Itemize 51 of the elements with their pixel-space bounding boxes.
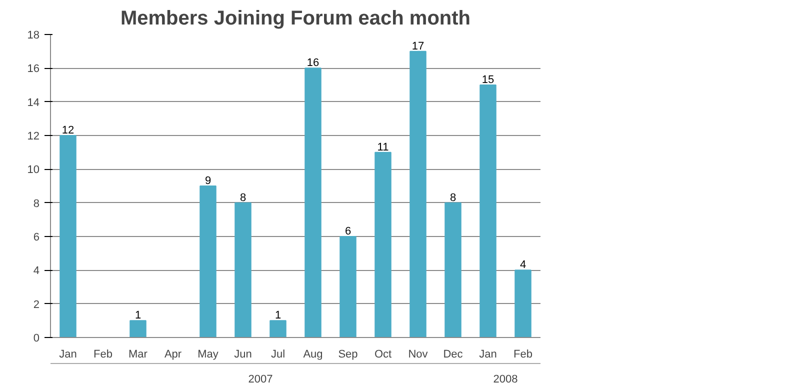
- y-tick-label: 8: [33, 198, 40, 210]
- bar: [130, 320, 146, 338]
- data-label: 9: [204, 175, 212, 187]
- x-tick-label: Feb: [94, 348, 112, 360]
- y-tick-label: 0: [33, 332, 40, 344]
- text: 2007: [248, 374, 273, 386]
- x-tick-label: Jan: [479, 348, 497, 360]
- bar: [480, 84, 496, 338]
- x-tick-label: Jun: [234, 348, 252, 360]
- x-tick-label: Dec: [443, 348, 464, 360]
- bar: [410, 50, 426, 338]
- data-label: 8: [450, 192, 456, 204]
- x-tick-label: Aug: [303, 348, 323, 360]
- bar: [444, 202, 462, 338]
- bar: [234, 202, 252, 338]
- y-tick-label: 18: [27, 30, 40, 42]
- data-label: 1: [134, 310, 142, 322]
- y-tick-label: 4: [33, 265, 40, 278]
- x-tick-label: Oct: [374, 348, 392, 360]
- data-label: 6: [344, 226, 352, 238]
- y-tick-label: 6: [33, 232, 40, 244]
- y-tick-label: 2: [33, 298, 40, 311]
- y-tick-label: 16: [27, 63, 40, 76]
- x-tick-label: Mar: [128, 348, 148, 360]
- data-label: 15: [482, 74, 494, 86]
- bar: [340, 236, 356, 338]
- x-tick-label: Jan: [59, 348, 77, 360]
- x-tick-label: Jul: [270, 348, 286, 360]
- data-label: 8: [240, 192, 246, 204]
- bar: [200, 186, 216, 338]
- data-label: 11: [377, 141, 389, 154]
- data-label: 1: [274, 310, 282, 322]
- y-tick-label: 10: [27, 164, 40, 176]
- data-label: 17: [412, 40, 424, 52]
- x-tick-label: Sep: [338, 348, 358, 360]
- data-label: 16: [306, 57, 320, 70]
- chart-title: Members Joining Forum each month: [120, 8, 471, 30]
- data-label: 4: [520, 259, 526, 272]
- text: 2008: [493, 374, 518, 386]
- bar: [304, 68, 322, 338]
- x-tick-label: Nov: [408, 348, 428, 360]
- bar: [514, 270, 532, 338]
- y-tick-label: 12: [27, 130, 40, 142]
- x-tick-label: Apr: [164, 348, 182, 360]
- bar: [60, 135, 76, 338]
- y-tick-label: 14: [27, 96, 40, 109]
- x-tick-label: May: [198, 348, 219, 360]
- x-tick-label: Feb: [514, 348, 532, 360]
- bar: [270, 320, 286, 338]
- data-label: 12: [62, 124, 74, 136]
- bar: [374, 152, 392, 338]
